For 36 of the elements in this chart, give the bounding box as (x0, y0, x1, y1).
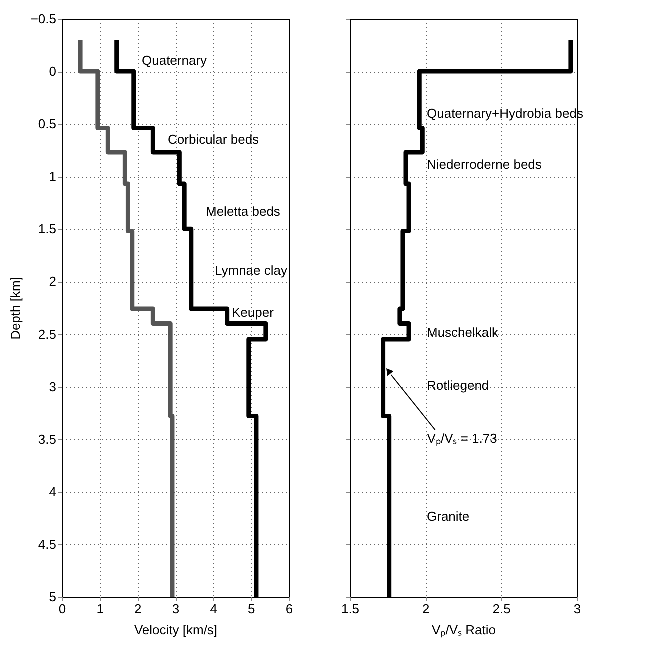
y-tick-label: −0.5 (30, 12, 56, 26)
x-tick-label: 2.5 (492, 602, 511, 616)
annotation: Keuper (232, 305, 275, 320)
x-tick-label: 0 (58, 602, 66, 616)
x-axis-title: Velocity [km/s] (134, 622, 218, 638)
x-tick-label: 1.5 (341, 602, 360, 616)
x-tick-label: 3 (574, 602, 582, 616)
y-tick-label: 0 (49, 64, 56, 80)
annotation: Niederroderne beds (427, 157, 542, 172)
y-tick-label: 2.5 (38, 326, 56, 342)
x-axis-title: Vₚ/Vₛ Ratio (432, 622, 496, 638)
annotation: Lymnae clay (215, 263, 288, 278)
y-tick-label: 0.5 (38, 116, 56, 132)
y-axis-title: Depth [km] (8, 277, 23, 340)
y-tick-label: 1.5 (38, 222, 56, 237)
y-tick-label: 2 (49, 274, 56, 290)
annotation: Meletta beds (206, 204, 281, 219)
x-tick-label: 2 (134, 602, 142, 616)
x-tick-label: 5 (248, 602, 256, 616)
annotation: Vₚ/Vₛ = 1.73 (427, 431, 498, 448)
y-tick-label: 3 (49, 379, 56, 394)
annotation: Rotliegend (427, 378, 490, 393)
x-tick-label: 4 (210, 602, 218, 616)
y-tick-label: 4 (49, 484, 56, 500)
x-tick-label: 1 (96, 602, 104, 616)
annotation: Granite (427, 509, 470, 524)
y-tick-label: 4.5 (38, 536, 56, 552)
y-tick-label: 1 (49, 169, 56, 184)
x-tick-label: 2 (422, 602, 430, 616)
y-tick-label: 5 (49, 590, 56, 604)
annotation: Muschelkalk (427, 325, 500, 340)
x-tick-label: 6 (286, 602, 294, 616)
annotation: Quaternary (142, 53, 208, 68)
annotation: Corbicular beds (168, 132, 260, 147)
y-tick-label: 3.5 (38, 432, 56, 447)
x-tick-label: 3 (172, 602, 180, 616)
